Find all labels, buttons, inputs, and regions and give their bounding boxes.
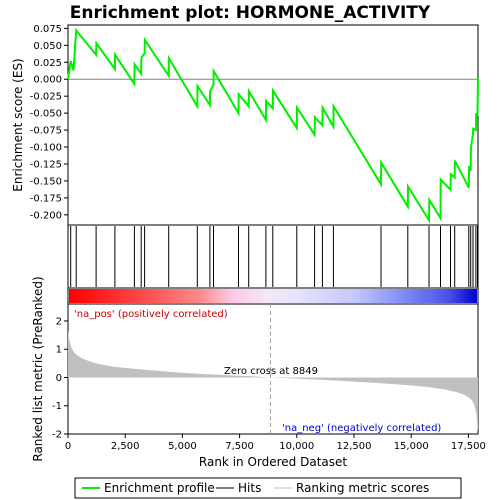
enrichment-profile-line [67,27,479,224]
metric-y-tick-label: 1 [56,345,62,356]
es-y-tick-label: -0.075 [30,126,62,137]
rank-colorbar [69,289,477,303]
metric-x-tick-label: 0 [65,441,71,452]
metric-x-tick-label: 10,000 [279,441,314,452]
es-y-tick-label: -0.100 [30,143,62,154]
es-y-tick-label: 0.025 [33,58,62,69]
metric-x-tick-label: 7,500 [225,441,254,452]
pos-label: 'na_pos' (positively correlated) [74,309,228,320]
metric-x-tick-label: 15,000 [394,441,429,452]
es-panel-frame [67,24,479,226]
hit-marks [70,226,478,287]
metric-y-tick-label: -1 [52,401,62,412]
zero-cross-label: Zero cross at 8849 [224,366,318,377]
legend-frame [74,477,462,499]
legend-label-profile: Enrichment profile [104,481,215,495]
metric-x-tick-label: 5,000 [168,441,197,452]
es-y-tick-label: 0.000 [33,75,62,86]
es-y-tick-label: 0.075 [33,24,62,35]
ranking-metric-area [68,330,478,433]
es-y-tick-label: -0.025 [30,92,62,103]
metric-x-tick-label: 12,500 [336,441,371,452]
metric-y-tick-label: -2 [52,430,62,441]
legend-label-metric: Ranking metric scores [296,481,429,495]
es-y-tick-label: -0.150 [30,176,62,187]
es-y-tick-label: -0.125 [30,159,62,170]
metric-y-axis-title: Ranked list metric (PreRanked) [31,276,45,461]
metric-x-axis-title: Rank in Ordered Dataset [199,455,347,469]
legend: Enrichment profile Hits Ranking metric s… [74,477,462,499]
es-y-tick-label: -0.050 [30,109,62,120]
neg-label: 'na_neg' (negatively correlated) [282,423,441,434]
legend-label-hits: Hits [238,481,261,495]
chart-title: Enrichment plot: HORMONE_ACTIVITY [70,3,431,23]
metric-y-axis: 2 1 0 -1 -2 [52,316,68,441]
es-y-tick-label: 0.050 [33,41,62,52]
metric-y-tick-label: 2 [56,316,62,327]
es-y-tick-label: -0.175 [30,193,62,204]
es-y-axis-title: Enrichment score (ES) [11,58,25,191]
metric-x-tick-label: 2,500 [111,441,140,452]
metric-x-tick-label: 17,500 [451,441,486,452]
metric-x-axis: 0 2,500 5,000 7,500 10,000 12,500 15,000 17,500 [65,434,486,452]
es-y-axis: 0.075 0.050 0.025 0.000 -0.025 -0.050 -0.075 -0… [30,24,68,221]
metric-y-tick-label: 0 [56,373,62,384]
es-y-tick-label: -0.200 [30,210,62,221]
